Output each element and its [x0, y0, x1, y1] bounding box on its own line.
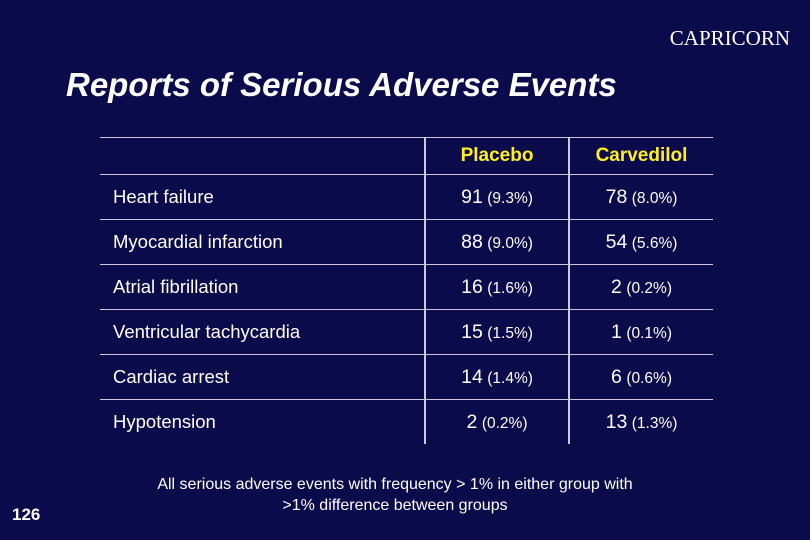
- slide-title: Reports of Serious Adverse Events: [66, 66, 617, 103]
- header-placebo: Placebo: [424, 137, 569, 175]
- event-label: Heart failure: [100, 174, 425, 220]
- adverse-events-table: Placebo Carvedilol Heart failure 91 (9.3…: [100, 137, 713, 446]
- carvedilol-cell: 78 (8.0%): [568, 174, 713, 220]
- placebo-cell: 88 (9.0%): [424, 219, 569, 265]
- table-row: Atrial fibrillation 16 (1.6%) 2 (0.2%): [100, 264, 713, 310]
- carvedilol-cell: 2 (0.2%): [568, 264, 713, 310]
- carvedilol-percent: (1.3%): [631, 414, 678, 432]
- placebo-count: 2: [466, 410, 478, 433]
- carvedilol-count: 1: [611, 320, 622, 343]
- event-label: Ventricular tachycardia: [100, 309, 425, 355]
- carvedilol-count: 54: [605, 230, 628, 253]
- placebo-count: 16: [461, 275, 483, 298]
- table-row: Heart failure 91 (9.3%) 78 (8.0%): [100, 174, 713, 220]
- table-header-row: Placebo Carvedilol: [100, 137, 713, 175]
- header-carvedilol: Carvedilol: [568, 137, 713, 175]
- carvedilol-cell: 54 (5.6%): [568, 219, 713, 265]
- placebo-cell: 14 (1.4%): [424, 354, 569, 400]
- footnote: All serious adverse events with frequenc…: [110, 474, 680, 516]
- carvedilol-percent: (0.6%): [626, 369, 672, 387]
- table-row: Hypotension 2 (0.2%) 13 (1.3%): [100, 399, 713, 444]
- carvedilol-count: 2: [611, 275, 622, 298]
- placebo-cell: 2 (0.2%): [424, 399, 569, 444]
- table-row: Ventricular tachycardia 15 (1.5%) 1 (0.1…: [100, 309, 713, 355]
- placebo-percent: (1.5%): [487, 324, 533, 342]
- footnote-line-2: >1% difference between groups: [282, 497, 508, 514]
- placebo-cell: 16 (1.6%): [424, 264, 569, 310]
- carvedilol-count: 6: [611, 365, 622, 388]
- placebo-cell: 91 (9.3%): [424, 174, 569, 220]
- carvedilol-percent: (0.1%): [626, 324, 672, 342]
- header-cell-empty: [100, 137, 425, 175]
- carvedilol-percent: (5.6%): [631, 234, 678, 252]
- placebo-percent: (0.2%): [481, 414, 528, 432]
- placebo-percent: (9.3%): [487, 189, 533, 207]
- study-name: CAPRICORN: [669, 26, 790, 50]
- slide-number: 126: [12, 505, 41, 524]
- carvedilol-percent: (0.2%): [626, 279, 672, 297]
- table-row: Cardiac arrest 14 (1.4%) 6 (0.6%): [100, 354, 713, 400]
- carvedilol-cell: 13 (1.3%): [568, 399, 713, 444]
- carvedilol-cell: 6 (0.6%): [568, 354, 713, 400]
- carvedilol-count: 78: [605, 185, 628, 208]
- placebo-count: 15: [461, 320, 483, 343]
- carvedilol-cell: 1 (0.1%): [568, 309, 713, 355]
- placebo-count: 91: [461, 185, 483, 208]
- event-label: Myocardial infarction: [100, 219, 425, 265]
- placebo-cell: 15 (1.5%): [424, 309, 569, 355]
- footnote-line-1: All serious adverse events with frequenc…: [157, 476, 633, 493]
- event-label: Atrial fibrillation: [100, 264, 425, 310]
- event-label: Cardiac arrest: [100, 354, 425, 400]
- carvedilol-percent: (8.0%): [631, 189, 678, 207]
- placebo-percent: (1.4%): [487, 369, 533, 387]
- carvedilol-count: 13: [605, 410, 628, 433]
- placebo-count: 88: [461, 230, 483, 253]
- placebo-percent: (1.6%): [487, 279, 533, 297]
- placebo-count: 14: [461, 365, 483, 388]
- placebo-percent: (9.0%): [487, 234, 533, 252]
- event-label: Hypotension: [100, 399, 425, 444]
- table-row: Myocardial infarction 88 (9.0%) 54 (5.6%…: [100, 219, 713, 265]
